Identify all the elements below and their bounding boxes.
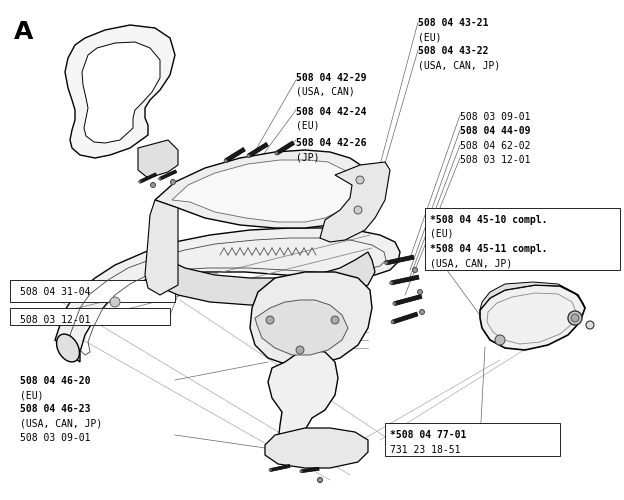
Polygon shape: [248, 142, 268, 158]
Polygon shape: [268, 350, 338, 455]
Bar: [10, 308, 170, 325]
Polygon shape: [139, 173, 157, 183]
Polygon shape: [275, 141, 295, 155]
Ellipse shape: [224, 159, 227, 162]
Bar: [10, 280, 175, 302]
Polygon shape: [82, 42, 160, 143]
Ellipse shape: [269, 469, 271, 472]
Ellipse shape: [571, 314, 579, 322]
Text: (EU): (EU): [418, 33, 442, 43]
Ellipse shape: [354, 206, 362, 214]
Polygon shape: [301, 468, 319, 472]
Polygon shape: [392, 312, 418, 324]
Ellipse shape: [356, 176, 364, 184]
Polygon shape: [159, 170, 177, 180]
Ellipse shape: [393, 302, 396, 305]
Polygon shape: [138, 140, 178, 178]
Text: 731 23 18-51: 731 23 18-51: [390, 445, 461, 455]
Bar: [425, 208, 620, 270]
Text: (USA, CAN, JP): (USA, CAN, JP): [430, 258, 512, 268]
Polygon shape: [225, 148, 245, 162]
Polygon shape: [391, 275, 419, 285]
Ellipse shape: [57, 334, 79, 362]
Ellipse shape: [318, 478, 323, 482]
Ellipse shape: [495, 335, 505, 345]
Ellipse shape: [419, 310, 424, 314]
Text: 508 03 09-01: 508 03 09-01: [460, 112, 530, 122]
Text: 508 03 12-01: 508 03 12-01: [20, 315, 90, 325]
Polygon shape: [145, 200, 178, 295]
Ellipse shape: [568, 311, 582, 325]
Polygon shape: [480, 282, 585, 310]
Ellipse shape: [275, 152, 278, 155]
Bar: [385, 423, 560, 456]
Ellipse shape: [391, 320, 394, 324]
Polygon shape: [480, 285, 585, 350]
Text: 508 04 44-09: 508 04 44-09: [460, 126, 530, 136]
Text: 508 04 62-02: 508 04 62-02: [460, 141, 530, 151]
Text: (USA, CAN, JP): (USA, CAN, JP): [20, 418, 102, 428]
Text: 508 04 31-04: 508 04 31-04: [20, 287, 90, 297]
Text: (EU): (EU): [296, 121, 319, 131]
Ellipse shape: [300, 470, 302, 472]
Text: 508 04 43-22: 508 04 43-22: [418, 46, 489, 56]
Ellipse shape: [331, 316, 339, 324]
Text: *508 04 77-01: *508 04 77-01: [390, 430, 466, 440]
Ellipse shape: [247, 154, 250, 158]
Text: (USA, CAN): (USA, CAN): [296, 87, 355, 97]
Text: (EU): (EU): [430, 229, 454, 239]
Text: 508 04 42-29: 508 04 42-29: [296, 73, 366, 83]
Text: 508 03 09-01: 508 03 09-01: [20, 433, 90, 443]
Polygon shape: [155, 150, 372, 228]
Ellipse shape: [390, 282, 393, 284]
Text: A: A: [14, 20, 33, 44]
Text: 508 04 42-24: 508 04 42-24: [296, 107, 366, 117]
Text: 508 04 42-26: 508 04 42-26: [296, 138, 366, 148]
Polygon shape: [394, 294, 422, 306]
Ellipse shape: [170, 180, 175, 184]
Polygon shape: [250, 272, 372, 365]
Polygon shape: [265, 428, 368, 468]
Polygon shape: [155, 252, 375, 305]
Ellipse shape: [417, 290, 422, 294]
Polygon shape: [255, 300, 348, 355]
Text: (USA, CAN, JP): (USA, CAN, JP): [418, 60, 500, 70]
Ellipse shape: [150, 182, 155, 188]
Ellipse shape: [586, 321, 594, 329]
Polygon shape: [270, 464, 290, 471]
Polygon shape: [320, 162, 390, 242]
Ellipse shape: [158, 178, 161, 180]
Ellipse shape: [110, 297, 120, 307]
Text: 508 04 46-23: 508 04 46-23: [20, 404, 90, 414]
Text: *508 04 45-11 compl.: *508 04 45-11 compl.: [430, 244, 547, 254]
Polygon shape: [55, 228, 400, 362]
Text: *508 04 45-10 compl.: *508 04 45-10 compl.: [430, 215, 547, 225]
Ellipse shape: [385, 262, 388, 264]
Text: 508 04 43-21: 508 04 43-21: [418, 18, 489, 28]
Text: 508 04 46-20: 508 04 46-20: [20, 376, 90, 386]
Ellipse shape: [139, 180, 141, 183]
Ellipse shape: [266, 316, 274, 324]
Ellipse shape: [412, 268, 417, 272]
Text: 508 03 12-01: 508 03 12-01: [460, 155, 530, 165]
Polygon shape: [65, 25, 175, 158]
Polygon shape: [386, 255, 414, 265]
Text: (EU): (EU): [20, 390, 44, 400]
Ellipse shape: [296, 346, 304, 354]
Polygon shape: [172, 160, 358, 222]
Text: (JP): (JP): [296, 152, 319, 162]
